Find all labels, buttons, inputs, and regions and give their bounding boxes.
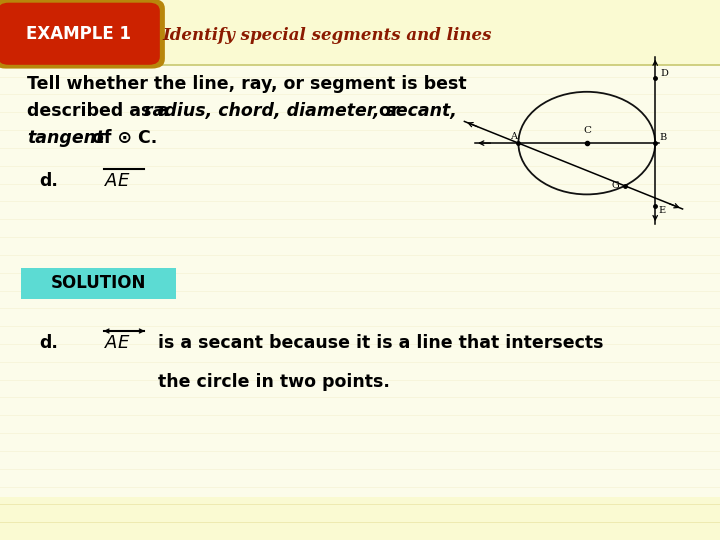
Text: of ⊙ C.: of ⊙ C. — [86, 129, 158, 147]
Text: D: D — [660, 69, 668, 78]
Text: radius, chord, diameter, secant,: radius, chord, diameter, secant, — [144, 102, 457, 120]
Text: B: B — [660, 133, 667, 142]
Text: d.: d. — [40, 172, 58, 190]
Text: E: E — [659, 206, 666, 215]
Text: C: C — [583, 126, 591, 136]
Text: d.: d. — [40, 334, 58, 352]
Text: the circle in two points.: the circle in two points. — [158, 373, 390, 391]
Text: or: or — [373, 102, 400, 120]
Text: Identify special segments and lines: Identify special segments and lines — [162, 26, 492, 44]
Text: SOLUTION: SOLUTION — [51, 274, 146, 293]
Text: EXAMPLE 1: EXAMPLE 1 — [27, 25, 131, 43]
Text: G: G — [612, 181, 619, 191]
Text: A: A — [510, 132, 517, 141]
Text: $\mathit{AE}$: $\mathit{AE}$ — [104, 334, 131, 352]
FancyBboxPatch shape — [0, 0, 720, 65]
FancyBboxPatch shape — [0, 43, 720, 497]
Text: tangent: tangent — [27, 129, 104, 147]
FancyBboxPatch shape — [0, 3, 160, 65]
Text: Tell whether the line, ray, or segment is best: Tell whether the line, ray, or segment i… — [27, 75, 467, 93]
FancyBboxPatch shape — [0, 0, 165, 69]
Text: $\mathit{AE}$: $\mathit{AE}$ — [104, 172, 131, 190]
Text: is a secant because it is a line that intersects: is a secant because it is a line that in… — [158, 334, 604, 352]
FancyBboxPatch shape — [21, 268, 176, 299]
Text: described as a: described as a — [27, 102, 176, 120]
